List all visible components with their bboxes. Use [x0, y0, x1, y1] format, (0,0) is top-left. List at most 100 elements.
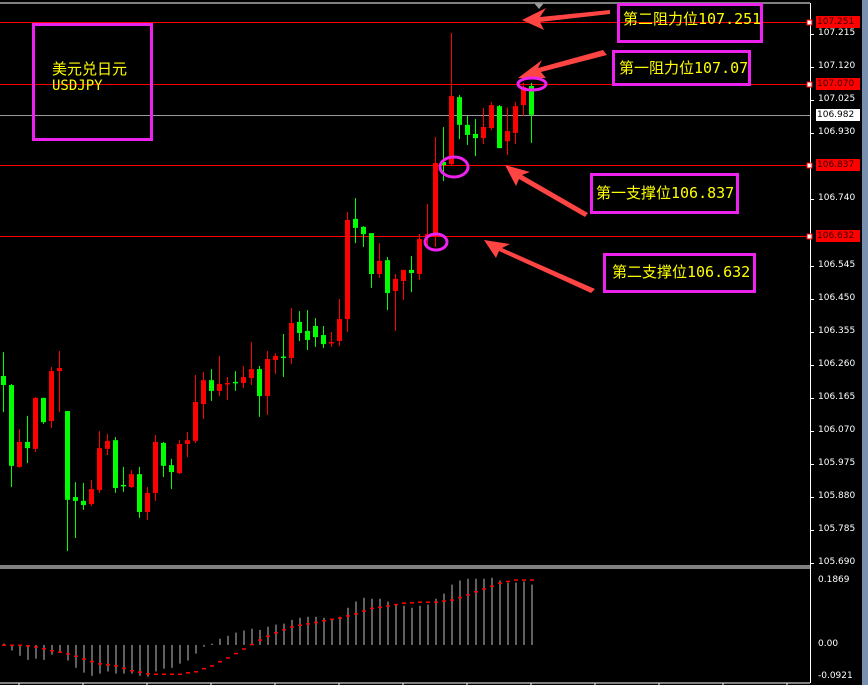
candle [225, 377, 230, 400]
signal-point [82, 658, 86, 660]
candle [217, 355, 222, 397]
price-axis-label: 105.785 [818, 524, 856, 534]
candle-body [185, 440, 190, 444]
candle [145, 487, 150, 520]
candle [201, 371, 206, 420]
candle-body [9, 385, 14, 466]
signal-point [162, 673, 166, 675]
candle-body [401, 269, 406, 281]
signal-point [98, 663, 102, 665]
indicator-axis-label: 0.1869 [818, 574, 850, 585]
candle [449, 32, 454, 166]
candle [17, 429, 22, 468]
candle-body [177, 443, 182, 474]
price-axis-label: 105.690 [818, 556, 856, 567]
candle-body [529, 86, 534, 115]
candle-body [505, 131, 510, 142]
candle [289, 308, 294, 364]
signal-point [274, 632, 278, 634]
candle-body [281, 356, 286, 359]
signal-point [410, 602, 414, 604]
price-axis-label: 105.880 [818, 491, 856, 502]
signal-point [186, 672, 190, 674]
candle-body [337, 319, 342, 341]
level-price-tag: 106.837 [816, 159, 860, 172]
annotation-box [590, 173, 739, 214]
signal-point [354, 613, 358, 615]
signal-point [442, 600, 446, 602]
signal-point [66, 653, 70, 655]
candle-body [441, 161, 446, 166]
candle-body [385, 260, 390, 294]
candle-body [433, 163, 438, 237]
candle-body [153, 441, 158, 493]
candle-body [241, 377, 246, 383]
candle-body [465, 124, 470, 135]
candle [169, 458, 174, 490]
signal-point [234, 652, 238, 655]
signal-point [18, 644, 22, 646]
signal-point [2, 644, 6, 646]
candle-body [297, 321, 302, 333]
candle [193, 374, 198, 443]
candle-body [321, 335, 326, 345]
candle [313, 318, 318, 347]
candle [65, 411, 70, 552]
signal-point [378, 606, 382, 609]
candle [353, 198, 358, 244]
signal-point [418, 601, 422, 603]
price-axis-label: 106.450 [818, 293, 856, 304]
candle [185, 431, 190, 458]
level-price-tag: 107.070 [816, 78, 860, 91]
signal-point [370, 607, 374, 610]
candle-body [513, 106, 518, 133]
candle-body [41, 397, 46, 423]
candle [489, 101, 494, 131]
annotation-resistance-2: 第二阻力位107.251 [623, 10, 762, 28]
candle [305, 310, 310, 350]
candle [49, 366, 54, 429]
candle [81, 482, 86, 510]
highlight-ellipse [438, 155, 470, 179]
signal-point [450, 599, 454, 601]
candle [73, 482, 78, 538]
arrow-icon [522, 8, 610, 30]
price-axis-label: 106.740 [818, 192, 856, 203]
candle-body [265, 359, 270, 397]
candle [433, 137, 438, 247]
signal-point [362, 610, 366, 612]
signal-point [242, 648, 246, 650]
candle [417, 234, 422, 280]
candle [497, 105, 502, 149]
chart-shift-marker-icon[interactable] [534, 3, 544, 9]
candle-body [273, 355, 278, 361]
level-line-handle [806, 19, 813, 26]
current-price-tag: 106.982 [816, 108, 860, 121]
signal-point [322, 620, 326, 622]
candle-body [417, 238, 422, 275]
annotation-box [603, 253, 756, 293]
price-axis-label: 106.260 [818, 359, 856, 370]
signal-point [74, 655, 78, 658]
candle-body [225, 382, 230, 385]
symbol-title-box [32, 23, 153, 141]
annotation-box [617, 3, 763, 43]
signal-point [178, 673, 182, 675]
level-line-handle [806, 81, 813, 88]
candle-body [481, 126, 486, 139]
candle-body [81, 500, 86, 506]
signal-point [122, 667, 126, 670]
symbol-name-cn: 美元兑日元 [52, 60, 128, 78]
candle [481, 107, 486, 144]
arrow-icon [505, 165, 588, 217]
window-scroll-edge[interactable] [862, 0, 868, 685]
level-price-tag: 106.632 [816, 230, 860, 243]
candle-body [449, 96, 454, 165]
candle [529, 82, 534, 143]
candle [57, 351, 62, 413]
signal-point [522, 579, 526, 581]
signal-point [194, 671, 198, 673]
signal-point [210, 665, 214, 667]
signal-point [258, 639, 262, 641]
candle [9, 383, 14, 488]
